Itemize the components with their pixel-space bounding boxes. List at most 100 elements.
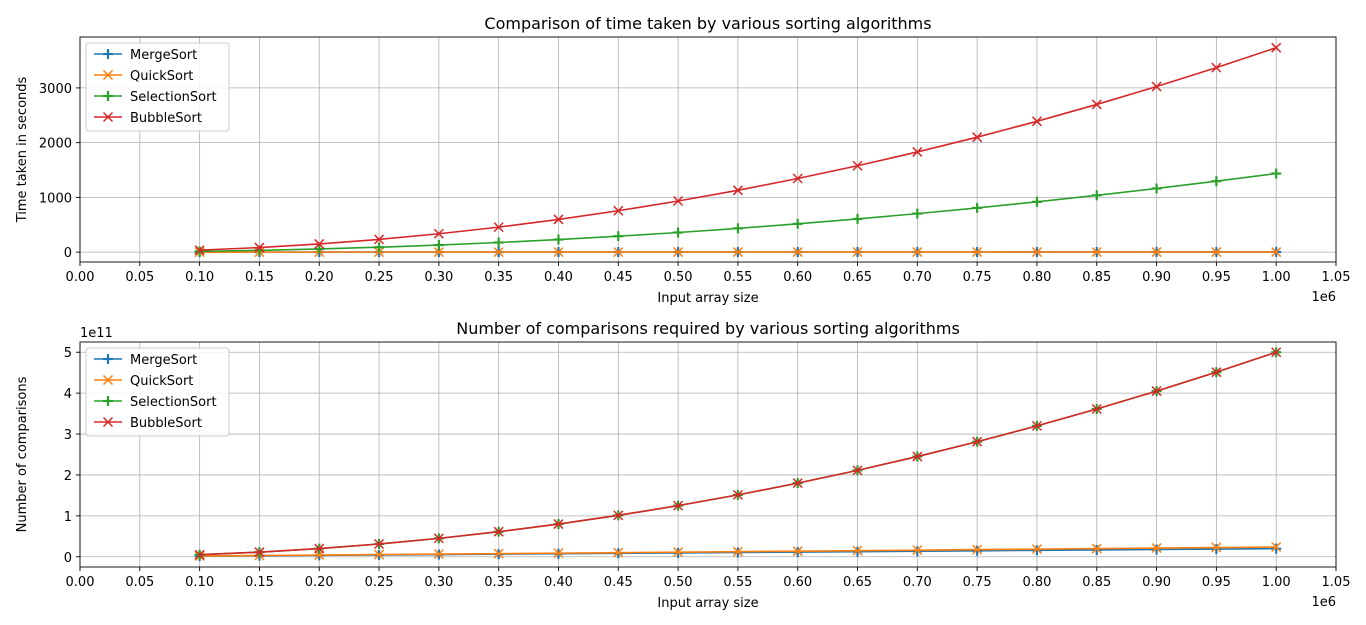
data-point <box>1271 168 1282 179</box>
x-tick-label: 0.10 <box>185 575 214 590</box>
data-point <box>314 243 325 254</box>
y-tick-label: 0 <box>64 551 72 566</box>
x-tick-label: 0.05 <box>125 270 154 285</box>
legend-label: SelectionSort <box>130 90 217 105</box>
data-point <box>433 228 444 239</box>
data-point <box>553 247 564 258</box>
data-point <box>1151 543 1162 554</box>
x-tick-label: 0.90 <box>1142 270 1171 285</box>
data-point <box>314 543 325 554</box>
y-tick-label: 1 <box>64 510 72 525</box>
data-point <box>852 213 863 224</box>
data-point <box>1271 247 1282 258</box>
x-tick-label: 0.50 <box>664 575 693 590</box>
x-tick-label: 0.25 <box>365 575 394 590</box>
data-point <box>912 146 923 157</box>
legend-marker <box>102 374 114 386</box>
data-point <box>194 246 205 257</box>
data-point <box>1091 190 1102 201</box>
data-point <box>1151 544 1162 555</box>
data-point <box>673 500 684 511</box>
legend-label: QuickSort <box>130 374 193 389</box>
data-point <box>972 545 983 556</box>
chart-title: Number of comparisons required by variou… <box>456 319 960 338</box>
data-point <box>493 247 504 258</box>
data-point <box>1271 42 1282 53</box>
data-point <box>972 132 983 143</box>
data-point <box>194 245 205 256</box>
data-point <box>792 173 803 184</box>
legend-entry: SelectionSort <box>94 90 217 105</box>
legend-entry: BubbleSort <box>94 416 202 431</box>
data-point <box>493 526 504 537</box>
axes-frame <box>79 36 1337 263</box>
data-point <box>1031 544 1042 555</box>
data-point <box>374 242 385 253</box>
data-point <box>1271 541 1282 553</box>
legend-label: QuickSort <box>130 69 193 84</box>
x-tick-label: 0.55 <box>723 575 752 590</box>
x-tick-label: 0.55 <box>723 270 752 285</box>
x-tick-label: 0.75 <box>963 270 992 285</box>
data-point <box>1091 544 1102 555</box>
legend-label: MergeSort <box>130 353 197 368</box>
data-point <box>553 214 564 225</box>
data-point <box>553 519 564 530</box>
legend-marker <box>102 111 114 123</box>
y-tick-label: 1000 <box>39 191 72 206</box>
data-point <box>374 549 385 560</box>
legend-entry: QuickSort <box>94 69 193 84</box>
data-point <box>1211 247 1222 258</box>
grid <box>79 342 1337 567</box>
data-point <box>1271 543 1282 554</box>
x-tick-label: 0.15 <box>245 575 274 590</box>
data-point <box>493 237 504 248</box>
x-tick-label: 0.45 <box>604 270 633 285</box>
data-point <box>912 247 923 258</box>
x-tick-label: 1.00 <box>1262 270 1291 285</box>
data-point <box>852 465 863 476</box>
y-tick-label: 3000 <box>39 82 72 97</box>
x-tick-label: 0.45 <box>604 575 633 590</box>
x-axis-label: Input array size <box>657 596 758 611</box>
grid <box>79 37 1337 262</box>
data-point <box>1151 81 1162 92</box>
data-point <box>972 202 983 213</box>
x-tick-label: 0.05 <box>125 575 154 590</box>
legend-marker <box>103 396 113 406</box>
data-point <box>732 223 743 234</box>
x-tick-label: 0.70 <box>903 575 932 590</box>
data-point <box>1031 116 1042 127</box>
data-point <box>852 247 863 258</box>
data-point <box>553 234 564 245</box>
series-bubblesort <box>194 347 1282 560</box>
x-tick-label: 0.90 <box>1142 575 1171 590</box>
data-point <box>972 436 983 447</box>
data-point <box>792 478 803 489</box>
data-point <box>792 218 803 229</box>
legend-marker <box>102 416 114 428</box>
legend-marker <box>103 49 113 59</box>
data-point <box>673 227 684 238</box>
data-point <box>912 208 923 219</box>
data-point <box>792 546 803 557</box>
series-bubblesort <box>194 42 1282 256</box>
data-point <box>314 238 325 249</box>
chart-time-taken: Comparison of time taken by various sort… <box>15 14 1350 306</box>
legend-box <box>85 42 230 132</box>
x-tick-label: 0.40 <box>544 270 573 285</box>
data-point <box>613 547 624 558</box>
data-point <box>852 545 863 556</box>
x-axis-offset-label: 1e6 <box>1311 290 1336 305</box>
legend-label: SelectionSort <box>130 395 217 410</box>
x-tick-label: 0.00 <box>66 575 95 590</box>
y-axis-offset-label: 1e11 <box>80 326 113 341</box>
series-group <box>194 347 1282 562</box>
y-tick-label: 3 <box>64 428 72 443</box>
data-point <box>732 247 743 258</box>
x-tick-label: 0.70 <box>903 270 932 285</box>
x-tick-label: 0.40 <box>544 575 573 590</box>
data-point <box>673 195 684 207</box>
data-point <box>1151 386 1162 397</box>
